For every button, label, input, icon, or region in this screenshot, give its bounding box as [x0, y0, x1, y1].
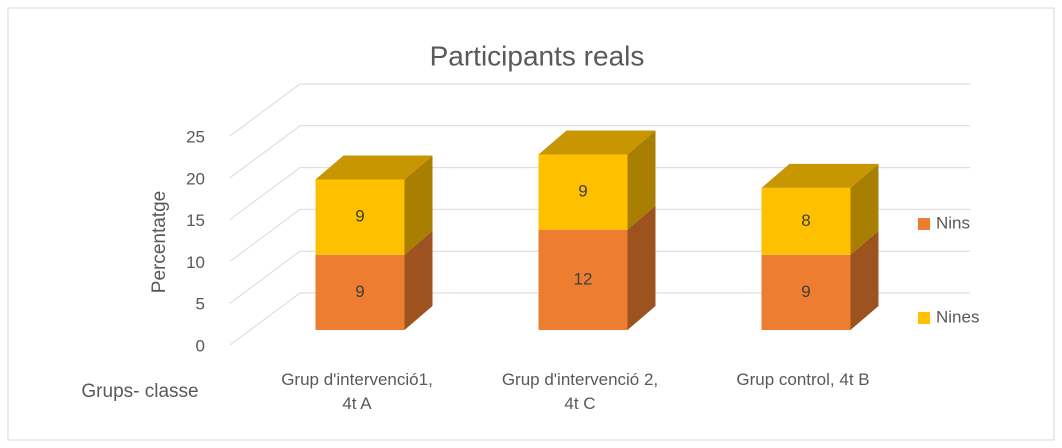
bar-top — [538, 130, 656, 155]
bar-side — [627, 130, 656, 230]
legend-swatch — [918, 218, 930, 230]
data-label: 8 — [801, 211, 810, 230]
bar-front — [538, 154, 628, 230]
legend-label: Nines — [936, 307, 979, 326]
legend-label: Nins — [936, 213, 970, 232]
y-tick-label: 15 — [186, 211, 205, 230]
y-tick-label: 25 — [186, 127, 205, 146]
data-label: 9 — [578, 182, 587, 201]
grid-line — [229, 125, 970, 179]
bar — [315, 155, 433, 255]
grid-line — [229, 250, 970, 304]
data-label: 9 — [355, 282, 364, 301]
bar-side — [404, 155, 433, 255]
bar-front — [761, 187, 851, 255]
bar — [761, 163, 879, 255]
data-label: 9 — [355, 207, 364, 226]
bar-side — [850, 230, 879, 330]
data-label: 12 — [574, 269, 593, 288]
y-tick-label: 0 — [196, 336, 205, 355]
bar — [315, 230, 433, 330]
x-tick-label: Grup d'intervenció 2, 4t C — [501, 370, 659, 413]
bar — [538, 130, 656, 230]
bar — [761, 230, 879, 330]
bar-front — [315, 254, 405, 330]
data-label: 9 — [801, 282, 810, 301]
bar-side — [404, 230, 433, 330]
bar-top — [761, 163, 879, 188]
x-tick-label: Grup d'intervenció1, 4t A — [281, 370, 433, 413]
legend-swatch — [918, 312, 930, 324]
y-axis-label: Percentatge — [149, 191, 170, 293]
grid-line — [229, 208, 970, 262]
bar-front — [761, 254, 851, 330]
grid-line — [229, 292, 970, 346]
grid-line — [229, 83, 970, 137]
y-tick-label: 5 — [196, 295, 205, 314]
bar — [538, 205, 656, 330]
grid-line — [229, 167, 970, 221]
bar-side — [850, 163, 879, 255]
x-tick-label: Grup control, 4t B — [736, 370, 870, 389]
chart-border — [7, 7, 1055, 441]
bar-front — [538, 229, 628, 330]
chart-title: Participants reals — [430, 40, 645, 71]
y-tick-label: 10 — [186, 253, 205, 272]
bar-side — [627, 205, 656, 330]
x-axis-label: Grups- classe — [81, 381, 198, 402]
bar-front — [315, 179, 405, 255]
bar-top — [315, 155, 433, 180]
y-tick-label: 20 — [186, 169, 205, 188]
